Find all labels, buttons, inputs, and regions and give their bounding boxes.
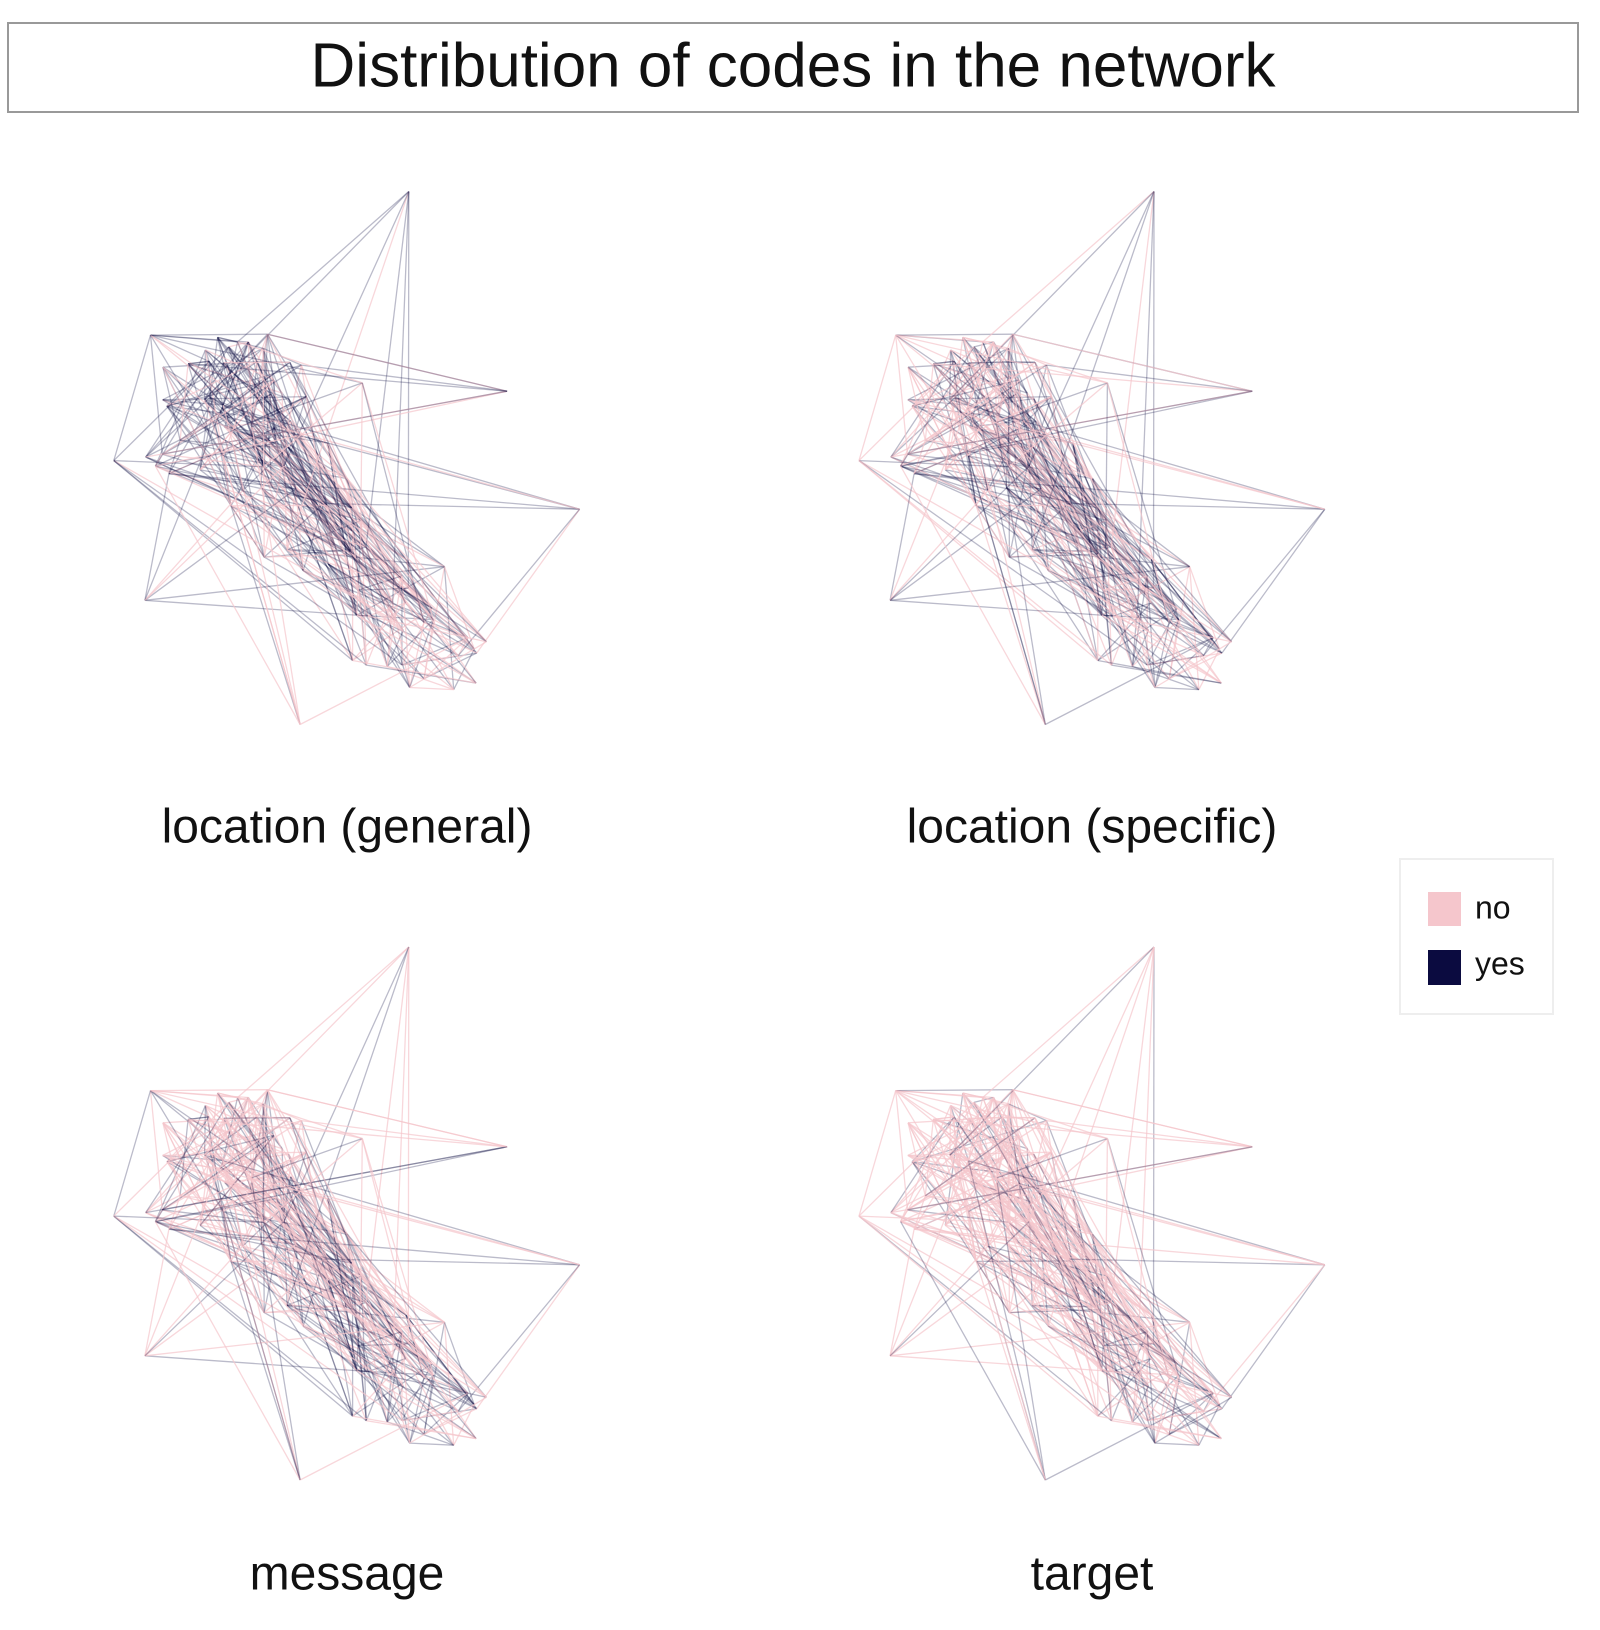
- legend-box: [1400, 859, 1553, 1014]
- network-edge: [145, 491, 243, 601]
- network-edge: [1013, 334, 1253, 391]
- title: Distribution of codes in the network: [311, 31, 1277, 100]
- network-edge: [151, 334, 268, 335]
- network-edge: [1154, 947, 1155, 1344]
- network-panel: [114, 947, 580, 1480]
- network-edge: [408, 947, 409, 1344]
- network-edge: [357, 590, 358, 615]
- network-edge: [1154, 192, 1155, 589]
- network-panel: [859, 947, 1325, 1480]
- network-edge: [205, 1106, 206, 1156]
- legend-swatch: [1428, 892, 1461, 926]
- network-edge: [151, 1090, 268, 1091]
- legend-label: yes: [1475, 945, 1525, 981]
- network-edge: [163, 367, 487, 642]
- network-edge: [1155, 1378, 1169, 1443]
- network-edge: [268, 334, 508, 391]
- panel-label: location (general): [162, 801, 533, 854]
- network-edge: [896, 1090, 1013, 1091]
- network-edge: [950, 1106, 951, 1156]
- network-edge: [1013, 1090, 1253, 1147]
- legend: no yes: [1400, 859, 1553, 1014]
- network-edge: [1047, 1121, 1253, 1147]
- network-edge: [303, 1326, 476, 1438]
- legend-swatch: [1428, 950, 1461, 985]
- network-edge: [1047, 365, 1253, 391]
- network-edge: [1048, 1326, 1221, 1438]
- network-edge: [1155, 623, 1169, 688]
- network-edge: [301, 1121, 507, 1147]
- network-edge: [896, 1091, 1108, 1139]
- network-edge: [896, 335, 1108, 383]
- network-edge: [1102, 1346, 1103, 1371]
- network-edge: [408, 192, 409, 589]
- network-panel: [859, 192, 1325, 725]
- network-edge: [477, 1265, 580, 1409]
- network-edge: [1222, 1265, 1325, 1409]
- network-edge: [1102, 590, 1103, 615]
- network-edge: [151, 1091, 363, 1139]
- network-panel: [114, 192, 580, 725]
- panel-label: target: [1031, 1548, 1154, 1601]
- network-edge: [410, 1378, 424, 1443]
- network-edge: [205, 350, 206, 400]
- network-edge: [268, 1090, 508, 1147]
- network-edge: [950, 350, 951, 400]
- network-edge: [477, 509, 580, 653]
- network-edge: [908, 1123, 1232, 1398]
- network-edge: [163, 1123, 487, 1398]
- network-edge: [303, 571, 476, 684]
- network-edge: [410, 623, 424, 688]
- network-edge: [151, 335, 363, 383]
- network-edge: [301, 365, 507, 391]
- panel-label: location (specific): [907, 801, 1278, 854]
- network-edge: [896, 334, 1013, 335]
- network-edge: [908, 367, 1232, 642]
- panel-label: message: [250, 1548, 445, 1601]
- legend-label: no: [1475, 889, 1511, 925]
- network-edge: [145, 1246, 243, 1356]
- network-edge: [357, 1346, 358, 1371]
- network-edge: [890, 491, 988, 601]
- network-edge: [1222, 509, 1325, 653]
- network-edge: [890, 1246, 988, 1356]
- network-edge: [1048, 571, 1221, 684]
